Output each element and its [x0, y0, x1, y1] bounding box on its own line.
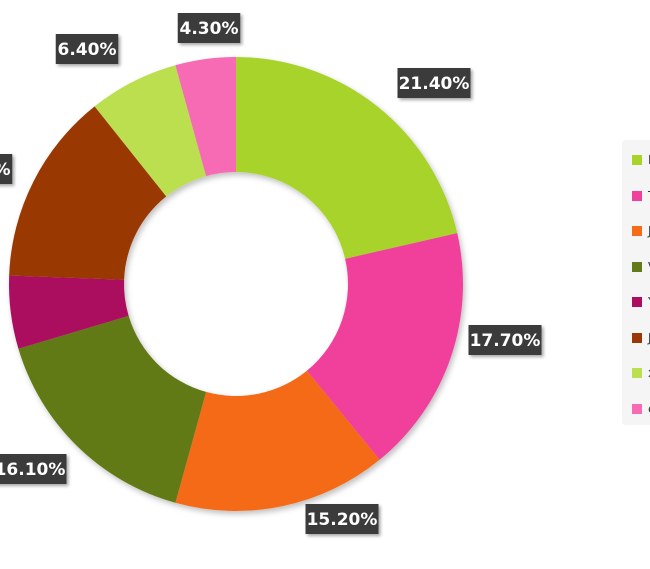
data-label-7: 6.40% [55, 34, 119, 64]
data-label-box [0, 454, 67, 484]
donut-slice-3[interactable] [175, 370, 380, 511]
data-labels: 21.40% 17.70% 15.20% 16.10%% 6.40% 4.30% [0, 13, 542, 534]
legend-item[interactable]: x [632, 366, 650, 380]
donut-slice-5[interactable] [9, 275, 129, 349]
legend-swatch [632, 226, 642, 236]
data-label-text: % [0, 160, 11, 180]
data-label-text: 21.40% [399, 74, 470, 94]
donut-slice-2[interactable] [306, 233, 463, 460]
donut-slice-6[interactable] [9, 106, 167, 280]
legend-label: c [648, 402, 650, 416]
legend-item[interactable]: c [632, 402, 650, 416]
legend-label: F [648, 153, 650, 167]
legend-item[interactable]: Y [632, 295, 650, 309]
data-label-3: 15.20% [305, 504, 379, 534]
legend-swatch [632, 403, 642, 414]
donut-slice-8[interactable] [175, 57, 236, 177]
donut-slice-4[interactable] [18, 315, 207, 503]
donut-slices [9, 57, 463, 511]
legend-item[interactable]: T [632, 189, 650, 203]
data-label-6: % [0, 154, 13, 184]
data-label-box [397, 68, 471, 98]
legend: F T J V Y Jx c [622, 140, 650, 425]
data-label-box [55, 34, 119, 64]
legend-swatch [632, 332, 642, 343]
legend-item[interactable]: J [632, 331, 650, 345]
legend-swatch [632, 155, 642, 165]
donut-slice-1[interactable] [236, 57, 458, 259]
data-label-1: 21.40% [397, 68, 471, 98]
legend-swatch [632, 297, 642, 307]
data-label-box [177, 13, 241, 43]
data-label-4: 16.10% [0, 454, 67, 484]
legend-label: V [648, 260, 650, 274]
data-label-2: 17.70% [468, 325, 542, 355]
data-label-box [0, 154, 13, 184]
donut-slice-7[interactable] [94, 65, 207, 197]
legend-label: J [648, 224, 650, 238]
legend-item[interactable]: V [632, 260, 650, 274]
legend-label: x [648, 366, 650, 380]
data-label-text: 15.20% [307, 510, 378, 530]
data-label-text: 6.40% [58, 40, 117, 60]
data-label-text: 16.10% [0, 460, 65, 480]
legend-item[interactable]: J [632, 224, 650, 238]
legend-label: T [648, 189, 650, 203]
data-label-box [305, 504, 379, 534]
legend-swatch [632, 190, 642, 201]
legend-label: Y [648, 295, 650, 309]
legend-swatch [632, 261, 642, 272]
data-label-text: 17.70% [470, 331, 541, 351]
legend-label: J [648, 330, 650, 345]
legend-swatch [632, 368, 642, 378]
data-label-text: 4.30% [180, 19, 239, 39]
data-label-8: 4.30% [177, 13, 241, 43]
legend-item[interactable]: F [632, 153, 650, 167]
data-label-box [468, 325, 542, 355]
